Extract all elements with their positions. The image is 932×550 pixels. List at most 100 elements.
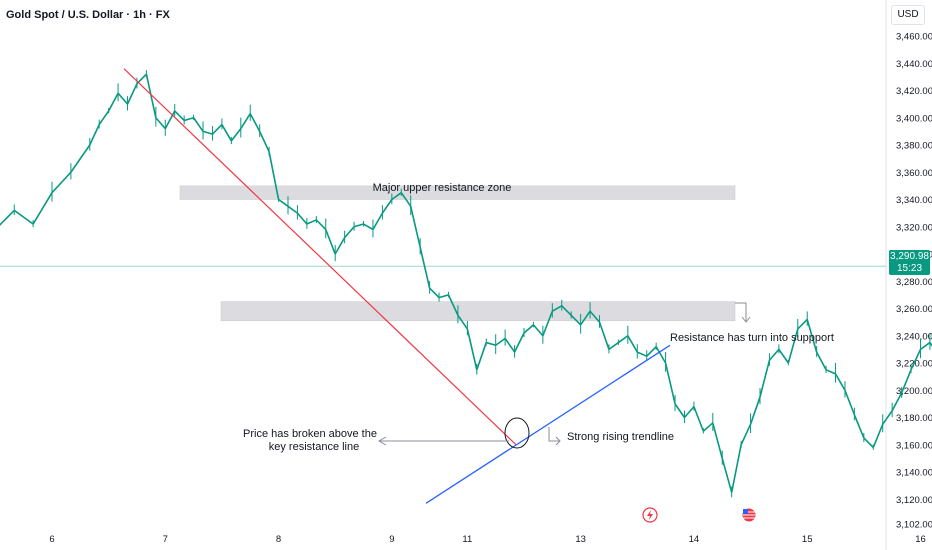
price-segment (551, 305, 563, 312)
price-segment (768, 348, 780, 361)
price-segment (98, 110, 110, 126)
price-segment (683, 406, 695, 419)
price-segment (438, 294, 449, 299)
symbol-title: Gold Spot / U.S. Dollar · 1h · FX (6, 9, 170, 21)
price-segment (646, 346, 657, 357)
price-segment (249, 113, 261, 132)
price-segment (570, 314, 582, 326)
price-segment (740, 423, 752, 446)
price-segment (504, 338, 516, 353)
price-segment (910, 349, 922, 371)
y-tick-label: 3,460.00 (896, 32, 932, 43)
price-segment (381, 199, 393, 214)
price-segment (542, 310, 554, 337)
price-segment (825, 369, 836, 375)
price-segment (363, 223, 374, 231)
price-segment (721, 458, 733, 493)
y-tick-label: 3,360.00 (896, 168, 932, 179)
support-zone-label: Resistance has turn into suppport (670, 332, 834, 344)
price-segment (523, 324, 534, 334)
price-segment (920, 341, 931, 351)
price-segment (787, 328, 799, 364)
price-segment (230, 128, 242, 142)
y-tick-label: 3,160.00 (896, 440, 932, 451)
price-segment (844, 389, 856, 416)
y-tick-label: 3,320.00 (896, 222, 932, 233)
y-tick-label: 3,380.00 (896, 141, 932, 152)
price-segment (476, 342, 487, 371)
price-segment (891, 392, 903, 412)
price-segment (797, 318, 808, 330)
price-segment (353, 223, 364, 228)
price-segment (32, 192, 53, 225)
arrow-head-left (377, 436, 387, 446)
price-segment (617, 335, 629, 344)
last-price-value: 3,290.98 (890, 251, 929, 262)
price-segment (268, 151, 280, 200)
flash-glyph-icon (647, 510, 653, 520)
price-segment (806, 319, 818, 353)
price-segment (391, 192, 402, 201)
price-segment (325, 229, 336, 255)
price-segment (486, 341, 496, 347)
rising-trendline (425, 344, 671, 504)
price-segment (409, 206, 421, 248)
y-tick-label: 3,200.00 (896, 386, 932, 397)
x-tick-label: 8 (276, 534, 281, 545)
price-segment (834, 373, 846, 391)
x-tick-label: 11 (462, 534, 472, 545)
price-segment (749, 396, 761, 425)
rising-trendline-label: Strong rising trendline (567, 431, 674, 443)
price-segment (155, 117, 166, 130)
y-tick-label: 3,180.00 (896, 413, 932, 424)
price-segment (900, 369, 912, 394)
price-segment (693, 406, 705, 432)
y-tick-label: 3,280.00 (896, 277, 932, 288)
price-segment (589, 310, 601, 323)
price-segment (89, 124, 100, 146)
price-segment (107, 92, 119, 112)
price-segment (117, 92, 129, 105)
price-segment (674, 403, 686, 418)
price-segment (608, 341, 619, 351)
price-segment (296, 212, 308, 225)
price-segment (211, 123, 223, 135)
price-segment (278, 198, 289, 207)
resistance-zone (220, 301, 736, 322)
price-segment (221, 124, 233, 142)
arrow-head-down (741, 316, 751, 323)
x-tick-label: 6 (49, 534, 54, 545)
y-tick-label: 3,102.00 (896, 519, 932, 530)
price-segment (0, 209, 15, 226)
price-segment (759, 360, 771, 398)
x-tick-label: 13 (575, 534, 586, 545)
price-segment (579, 310, 591, 326)
y-tick-label: 3,400.00 (896, 113, 932, 124)
price-segment (306, 219, 317, 225)
price-segment (372, 212, 384, 230)
price-segment (872, 424, 884, 448)
price-segment (202, 130, 213, 135)
price-segment (532, 324, 544, 337)
x-tick-label: 9 (389, 534, 394, 545)
price-segment (598, 321, 610, 350)
price-segment (419, 247, 431, 289)
price-segment (882, 410, 893, 425)
price-segment (778, 348, 789, 364)
y-tick-label: 3,340.00 (896, 195, 932, 206)
price-segment (145, 73, 157, 118)
x-tick-label: 16 (915, 534, 926, 545)
price-segment (702, 422, 714, 432)
price-segment (174, 110, 185, 122)
price-segment (240, 113, 251, 130)
y-tick-label: 3,260.00 (896, 304, 932, 315)
upper-zone-label: Major upper resistance zone (373, 182, 512, 194)
breakout-circle (504, 417, 530, 449)
currency-button[interactable]: USD (891, 5, 925, 25)
price-segment (561, 305, 572, 316)
arrow-to-support-label (735, 302, 747, 322)
y-tick-label: 3,140.00 (896, 468, 932, 479)
y-tick-label: 3,240.00 (896, 331, 932, 342)
